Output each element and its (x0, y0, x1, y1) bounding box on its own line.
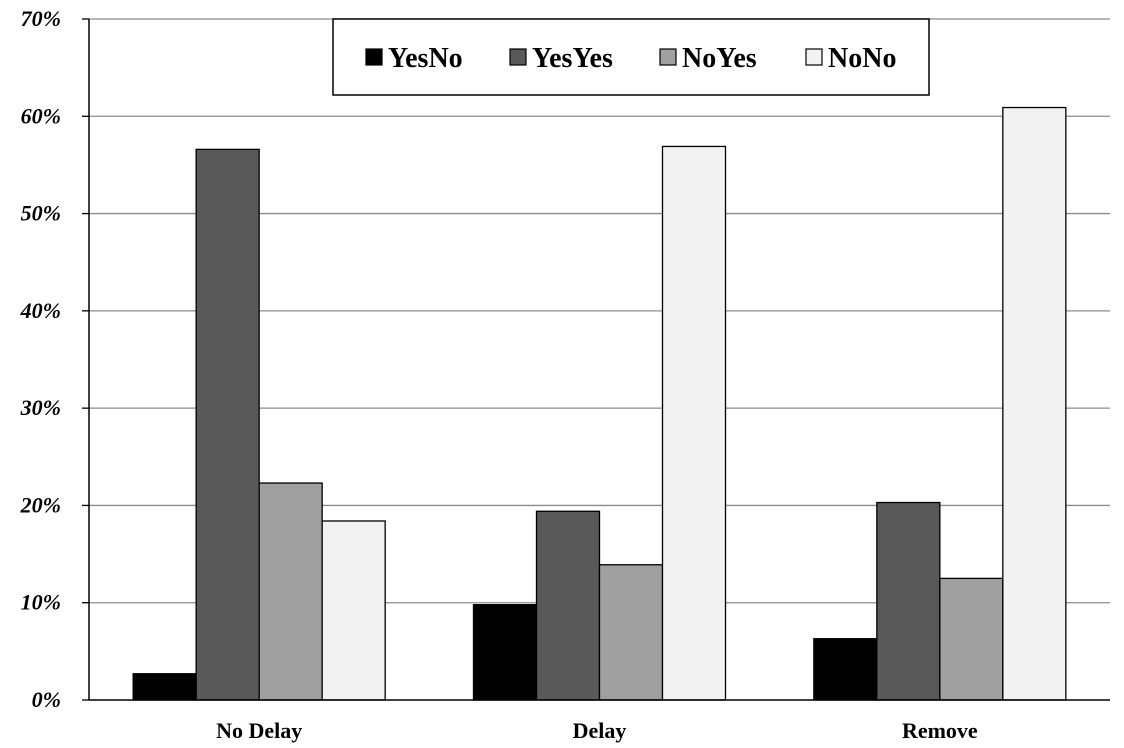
legend-label-noyes: NoYes (682, 43, 757, 74)
y-tick-label: 40% (20, 298, 61, 323)
bar-yesno (472, 604, 538, 701)
legend-swatch-nono (805, 48, 823, 66)
bar-yesno (132, 673, 197, 701)
legend-label-yesno: YesNo (388, 43, 463, 74)
bar-yesyes (876, 501, 941, 701)
axes (88, 19, 1110, 701)
legend-box (332, 18, 930, 96)
y-tick-label: 30% (20, 395, 61, 420)
bar-yesno (813, 638, 878, 701)
y-tick-label: 70% (21, 6, 61, 31)
y-tick-label: 10% (21, 590, 61, 615)
bar-noyes (598, 564, 664, 701)
bar-nono (1002, 106, 1067, 701)
bar-yesyes (195, 148, 260, 701)
bar-noyes (939, 577, 1004, 701)
y-tick-label: 50% (21, 201, 61, 226)
y-tick-label: 0% (32, 687, 61, 712)
legend-label-yesyes: YesYes (532, 43, 613, 74)
x-category-label: Delay (573, 718, 627, 743)
bar-noyes (258, 482, 323, 701)
x-axis-categories: No Delay Delay Remove (216, 718, 978, 743)
bars (132, 106, 1067, 701)
x-category-label: Remove (902, 718, 978, 743)
bar-yesyes (535, 510, 601, 701)
y-tick-label: 60% (21, 103, 61, 128)
y-axis-ticks: 0% 10% 20% 30% 40% 50% 60% 70% (20, 6, 61, 712)
legend-swatch-noyes (659, 48, 677, 66)
legend: YesNo YesYes NoYes NoNo (332, 18, 930, 96)
bar-nono (321, 520, 386, 701)
y-tick-label: 20% (20, 492, 61, 517)
bar-nono (661, 145, 727, 701)
legend-swatch-yesno (365, 48, 383, 66)
legend-swatch-yesyes (509, 48, 527, 66)
x-category-label: No Delay (216, 718, 302, 743)
legend-label-nono: NoNo (828, 43, 896, 74)
